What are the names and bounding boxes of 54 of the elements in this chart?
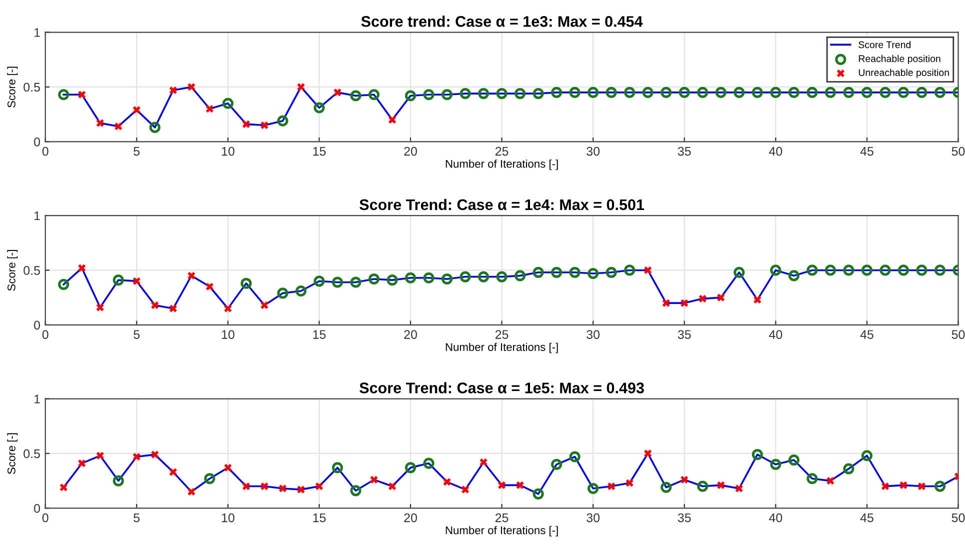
x-tick-label: 45 [860, 513, 874, 522]
x-tick-label: 10 [222, 146, 234, 156]
x-tick-label: 35 [678, 146, 691, 156]
x-tick-label: 0 [42, 330, 48, 339]
y-tick-label: 0.5 [24, 449, 40, 458]
y-tick-label: 1 [34, 211, 40, 220]
y-tick-label: 1 [34, 394, 40, 404]
chart-title: Score Trend: Case α = 1e5: Max = 0.493 [360, 382, 644, 394]
x-tick-label: 20 [404, 146, 417, 156]
y-axis-title: Score [-] [7, 66, 18, 108]
x-tick-label: 40 [769, 146, 782, 156]
x-tick-label: 30 [586, 330, 600, 339]
y-tick-label: 0 [34, 504, 40, 513]
x-tick-label: 15 [313, 330, 326, 339]
x-tick-label: 15 [313, 513, 326, 522]
x-tick-label: 5 [134, 146, 140, 156]
y-axis-title: Score [-] [7, 250, 18, 291]
y-tick-label: 0 [34, 320, 40, 330]
x-tick-label: 45 [860, 146, 874, 156]
legend-label: Score Trend [858, 41, 910, 48]
x-axis-title: Number of Iterations [-] [446, 342, 558, 354]
chart-title: Score Trend: Case α = 1e4: Max = 0.501 [360, 198, 644, 210]
legend-label: Reachable position [858, 54, 940, 64]
x-tick-label: 20 [404, 513, 417, 522]
x-tick-label: 10 [222, 513, 234, 522]
y-tick-label: 0 [34, 137, 40, 146]
x-tick-label: 20 [404, 330, 417, 339]
legend-label: Unreachable position [858, 68, 949, 78]
x-tick-label: 40 [769, 330, 782, 339]
x-tick-label: 0 [42, 146, 48, 156]
y-tick-label: 0.5 [24, 266, 40, 275]
x-tick-label: 40 [769, 513, 782, 522]
x-tick-label: 25 [495, 330, 508, 339]
x-tick-label: 5 [134, 330, 140, 339]
x-tick-label: 0 [42, 513, 48, 522]
x-tick-label: 45 [860, 330, 874, 339]
x-tick-label: 50 [952, 146, 965, 156]
x-axis-title: Number of Iterations [-] [446, 160, 558, 170]
x-tick-label: 15 [313, 146, 326, 156]
y-tick-label: 1 [34, 28, 40, 37]
x-tick-label: 50 [952, 513, 965, 522]
x-tick-label: 25 [495, 513, 508, 522]
x-tick-label: 5 [134, 513, 140, 522]
chart-title: Score trend: Case α = 1e3: Max = 0.454 [361, 16, 643, 27]
x-tick-label: 35 [678, 330, 691, 339]
x-tick-label: 35 [678, 513, 691, 522]
x-tick-label: 30 [586, 513, 600, 522]
x-tick-label: 25 [495, 146, 508, 156]
x-axis-title: Number of Iterations [-] [446, 526, 558, 536]
x-tick-label: 10 [222, 330, 234, 339]
x-tick-label: 50 [952, 330, 965, 339]
y-axis-title: Score [-] [7, 433, 18, 474]
y-tick-label: 0.5 [24, 82, 40, 92]
x-tick-label: 30 [586, 146, 600, 156]
